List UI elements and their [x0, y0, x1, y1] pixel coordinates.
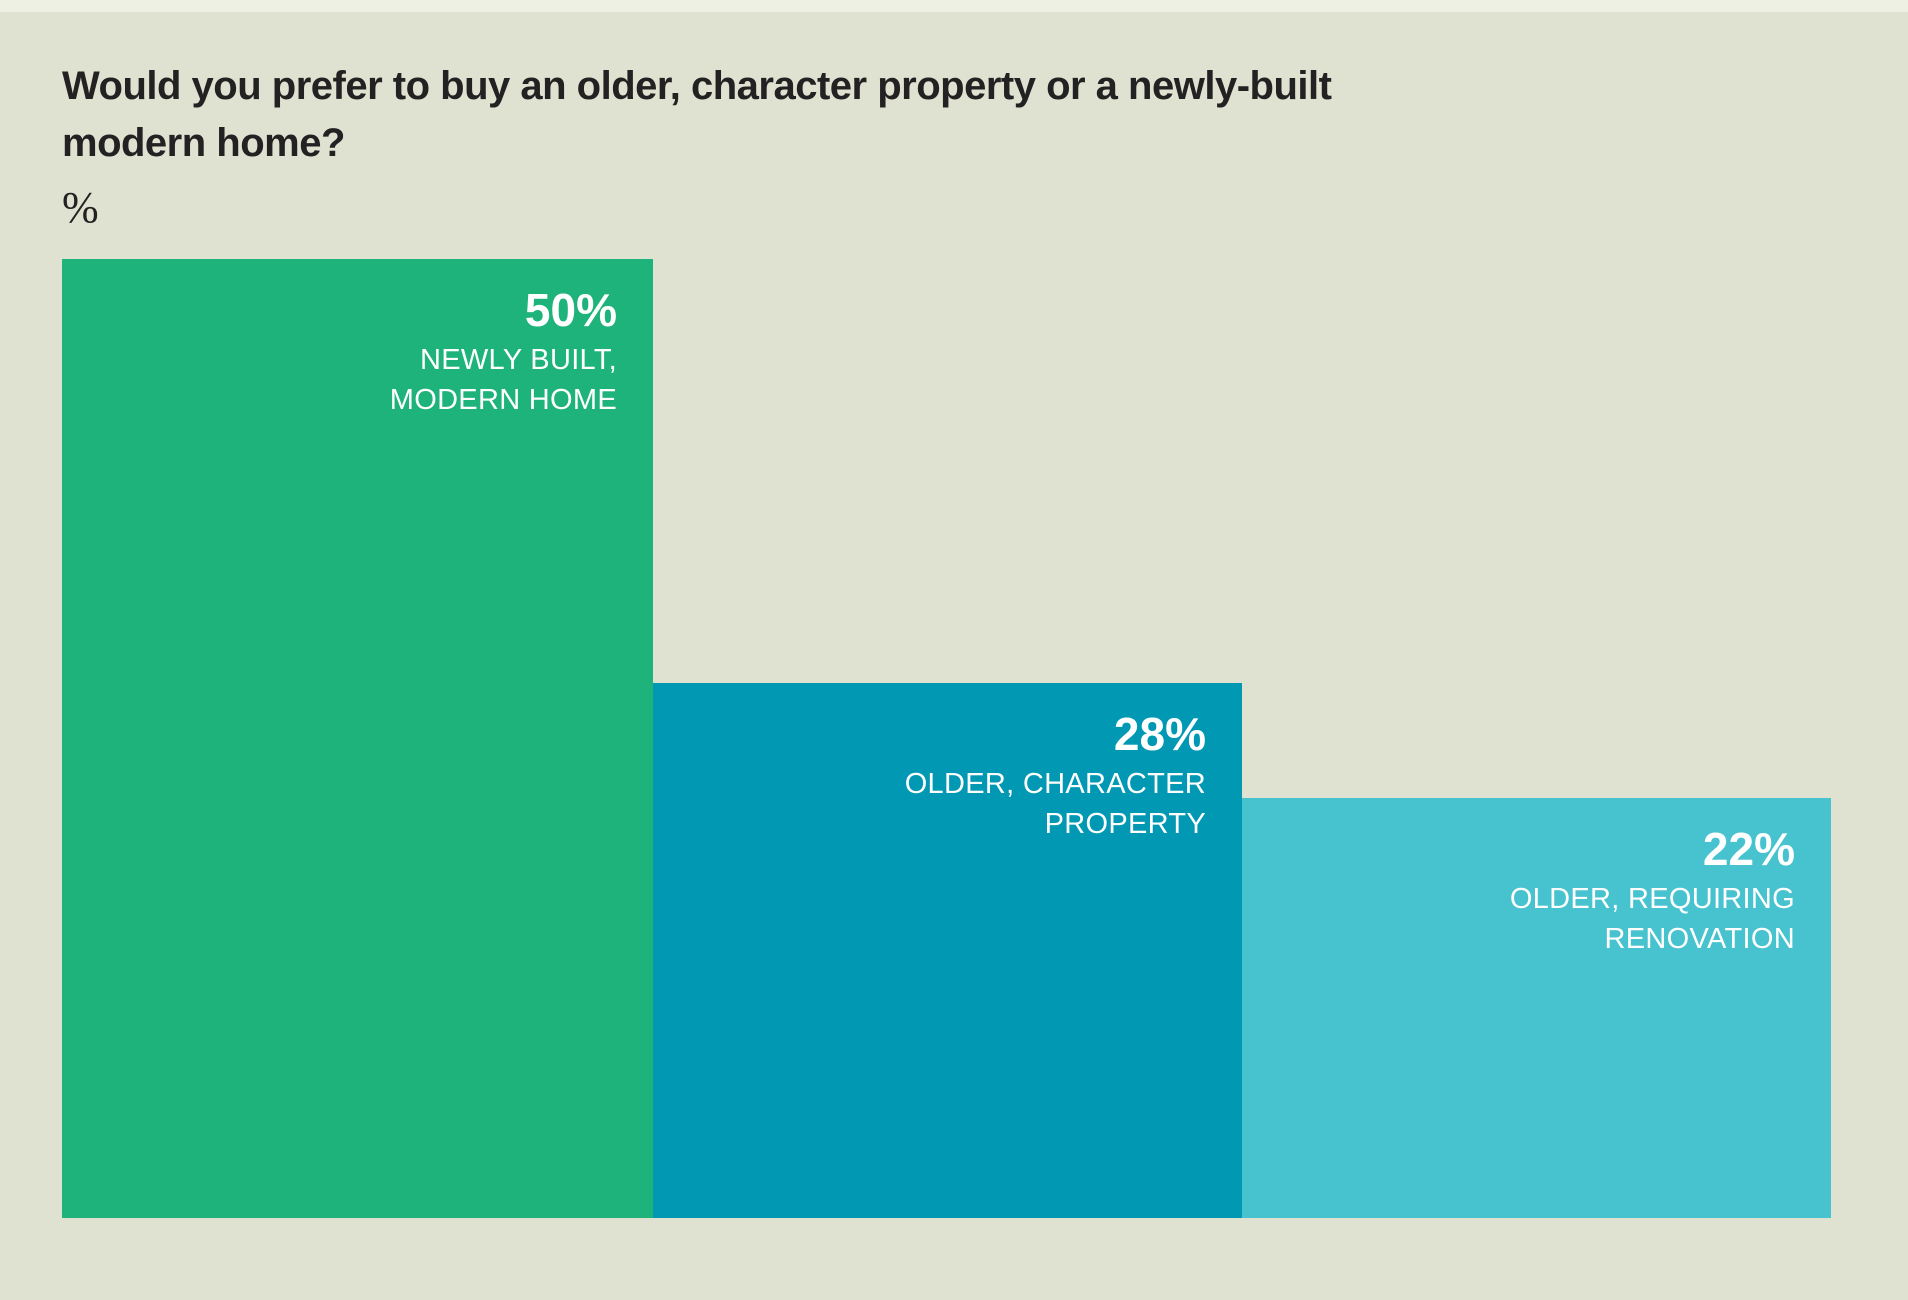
bar-label: NEWLY BUILT, MODERN HOME: [62, 340, 617, 420]
bar-label-line: OLDER, CHARACTER: [904, 768, 1206, 800]
bar-older-character-property: 28% OLDER, CHARACTER PROPERTY: [653, 683, 1242, 1218]
bar-label-line: OLDER, REQUIRING: [1509, 883, 1795, 915]
bar-label-line: MODERN HOME: [389, 384, 617, 416]
chart-title-line-1: Would you prefer to buy an older, charac…: [62, 64, 1332, 108]
bar-label-line: NEWLY BUILT,: [420, 344, 617, 376]
bar-older-requiring-renovation: 22% OLDER, REQUIRING RENOVATION: [1242, 798, 1831, 1218]
bar-value: 28%: [1113, 708, 1206, 760]
bar-label-line: RENOVATION: [1604, 923, 1795, 955]
bar-newly-built-modern-home: 50% NEWLY BUILT, MODERN HOME: [62, 259, 653, 1218]
bar-value: 22%: [1702, 823, 1795, 875]
bar-label: OLDER, REQUIRING RENOVATION: [1242, 879, 1795, 959]
chart-title-line-2: modern home?: [62, 121, 345, 165]
top-strip: [0, 0, 1908, 12]
bar-value: 50%: [524, 284, 617, 336]
chart-title: Would you prefer to buy an older, charac…: [62, 58, 1742, 172]
bar-label: OLDER, CHARACTER PROPERTY: [653, 764, 1206, 844]
bar-label-line: PROPERTY: [1044, 808, 1206, 840]
unit-label: %: [62, 183, 99, 232]
